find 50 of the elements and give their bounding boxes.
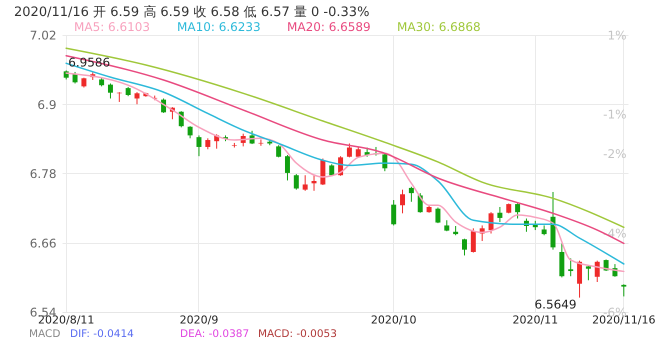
candlestick <box>205 138 210 150</box>
candlestick <box>346 142 352 158</box>
candlestick <box>515 203 520 220</box>
text: DEA: -0.0387 <box>180 328 250 340</box>
text: MA10: 6.6233 <box>177 20 261 34</box>
candlestick <box>108 82 113 99</box>
candlestick <box>382 152 388 172</box>
candlestick <box>276 144 282 158</box>
annotation: 6.5649 <box>534 298 577 312</box>
y2-tick-label: -2% <box>603 147 626 162</box>
candlestick <box>391 200 396 226</box>
x-tick-label: 2020/9 <box>180 314 218 326</box>
text: MACD: -0.0053 <box>258 328 337 340</box>
candlestick <box>312 174 317 192</box>
y-tick-label: 7.02 <box>30 28 56 42</box>
text: MA30: 6.6868 <box>397 20 481 34</box>
candlestick <box>258 138 264 146</box>
chart-title: 2020/11/16 开 6.59 高 6.59 收 6.58 低 6.57 量 0 -0.33% <box>14 4 370 20</box>
y2-tick-label: 1% <box>607 28 626 42</box>
candlestick <box>462 238 467 256</box>
candlestick <box>134 92 140 105</box>
candlestick <box>188 126 193 139</box>
candlestick <box>577 260 582 298</box>
candlestick <box>400 189 406 214</box>
candlestick <box>196 134 202 157</box>
candlestick <box>126 86 131 97</box>
y-tick-label: 6.78 <box>30 167 56 181</box>
candlestick <box>302 174 308 192</box>
x-tick-label: 2020/11 <box>512 314 558 326</box>
candlestick <box>470 228 476 254</box>
candlestick <box>435 207 440 224</box>
candlestick <box>284 154 290 181</box>
candlestick <box>81 77 86 88</box>
candlestick <box>99 76 104 87</box>
text: MA20: 6.6589 <box>287 20 371 34</box>
x-tick-label: 2020/8/11 <box>38 314 94 326</box>
candlestick <box>116 92 122 102</box>
candlestick <box>542 224 547 236</box>
y-tick-label: 6.9 <box>37 98 56 112</box>
y2-tick-label: -1% <box>603 108 626 122</box>
x-tick-label: 2020/10 <box>370 314 417 326</box>
text: MA5: 6.6103 <box>74 20 150 34</box>
y-tick-label: 6.66 <box>30 236 56 250</box>
text: MACD <box>29 328 60 340</box>
candlestick <box>294 174 299 190</box>
candlestick <box>408 186 414 202</box>
candlestick <box>444 220 450 232</box>
candlestick <box>506 203 512 214</box>
text: DIF: -0.0414 <box>70 328 134 340</box>
candlestick <box>497 206 502 222</box>
